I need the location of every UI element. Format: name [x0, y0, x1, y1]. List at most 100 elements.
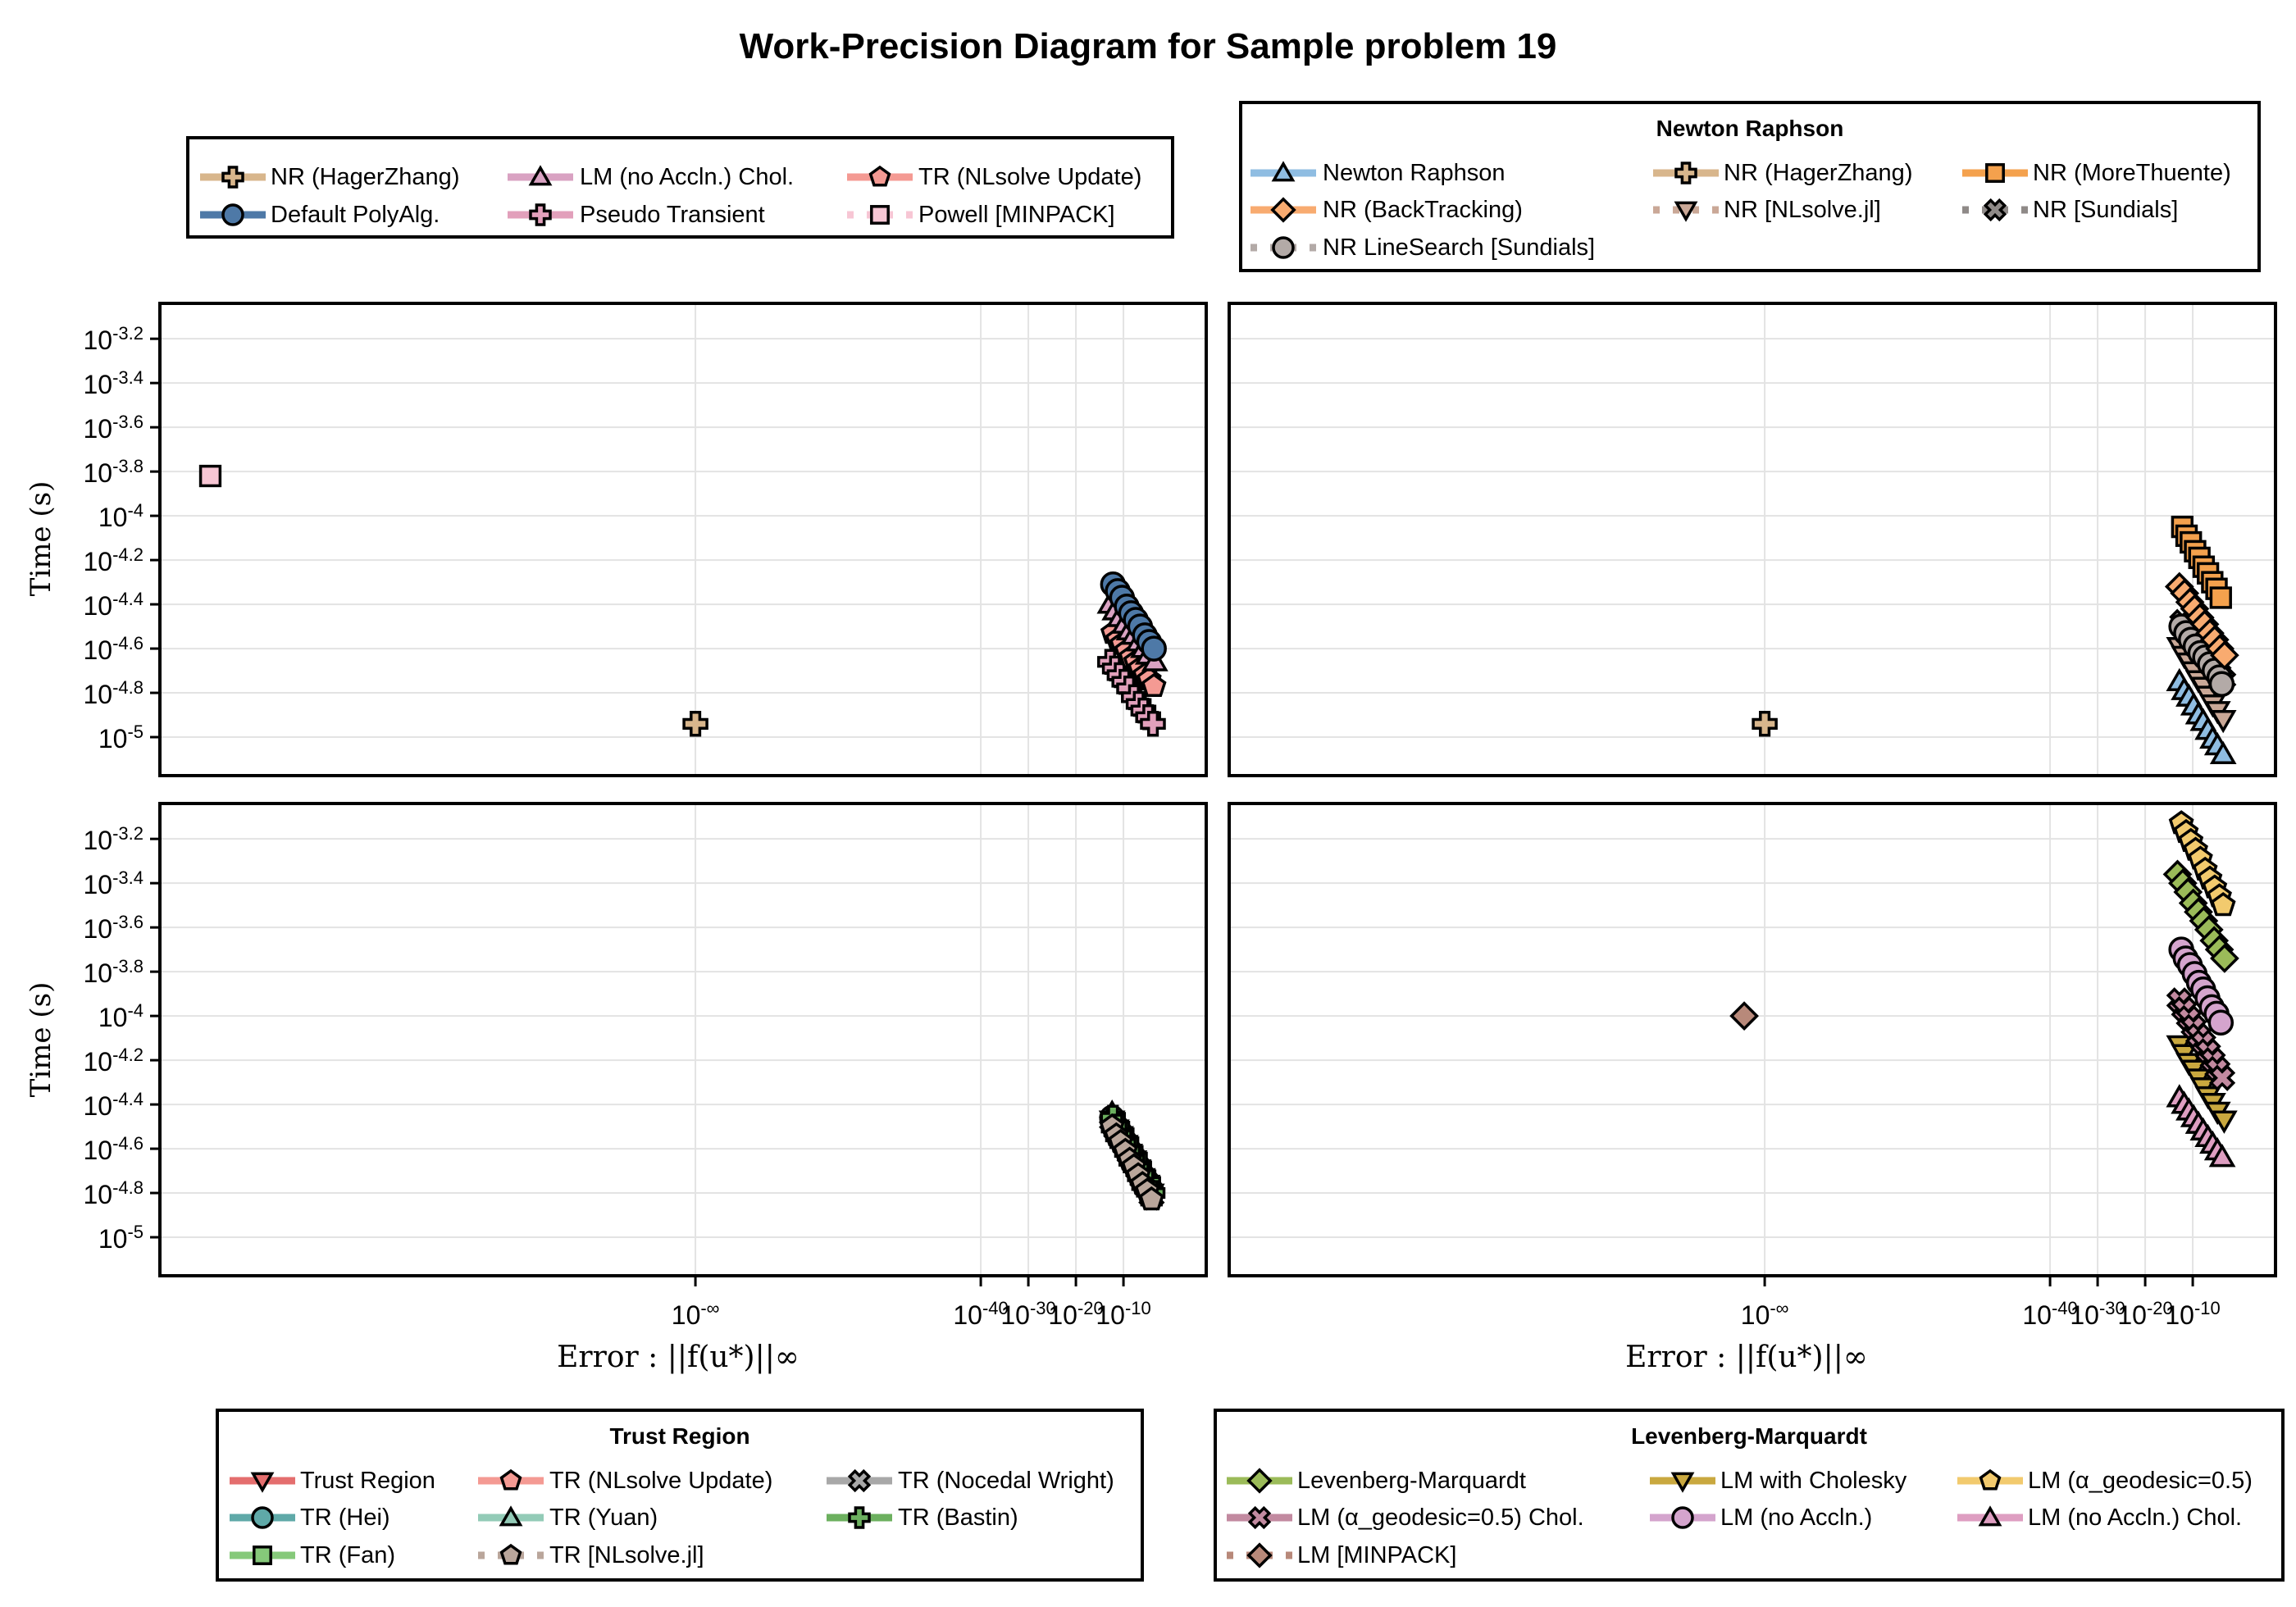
legend-entry[interactable]: LM with Cholesky — [1647, 1464, 2139, 1497]
tick-base: 10 — [2117, 1300, 2147, 1330]
xcross-marker-icon — [1247, 1505, 1272, 1530]
series-lm-no-accln-chol- — [2166, 1084, 2236, 1168]
legend-entry[interactable]: Pseudo Transient — [505, 198, 997, 231]
legend-label: TR (NLsolve Update) — [549, 1468, 773, 1494]
x-tick-label: 10-20 — [2080, 1298, 2211, 1330]
axes-frame — [1228, 802, 2277, 1277]
y-tick-label: 10-4 — [29, 1000, 144, 1031]
data-point — [1141, 672, 1167, 698]
legend-entry[interactable]: NR [NLsolve.jl] — [1651, 193, 2143, 226]
tick-base: 10 — [83, 1047, 113, 1077]
y-tick-label: 10-3.8 — [29, 956, 144, 989]
legend-label: TR (Nocedal Wright) — [898, 1468, 1114, 1494]
legend-swatch — [1250, 161, 1316, 182]
legend-swatch — [508, 165, 573, 186]
diamond-marker-icon — [1270, 197, 1296, 223]
legend-swatch — [1250, 197, 1316, 223]
tick-exponent: -∞ — [700, 1298, 720, 1318]
tick-exponent: -30 — [1029, 1298, 1056, 1318]
x-tick-label: 10-10 — [2127, 1298, 2258, 1328]
rect-marker-icon — [1985, 163, 2005, 183]
legend-entry[interactable]: LM (no Accln.) Chol. — [1955, 1501, 2296, 1534]
legend-entry[interactable]: NR (MoreThuente) — [1960, 157, 2296, 189]
legend-entry[interactable]: NR LineSearch [Sundials] — [1248, 231, 1740, 264]
legend-entry[interactable]: TR (Nocedal Wright) — [824, 1464, 1316, 1497]
legend-label: LM (α_geodesic=0.5) Chol. — [1297, 1505, 1584, 1531]
data-point — [1729, 1001, 1759, 1031]
tick-base: 10 — [83, 1091, 113, 1122]
legend-label: NR (MoreThuente) — [2033, 160, 2231, 186]
tick-exponent: -4.6 — [112, 1133, 144, 1154]
legend-entry[interactable]: TR (NLsolve Update) — [476, 1464, 968, 1497]
series-pseudo-transient — [1097, 649, 1166, 737]
utriangle-marker-icon — [1978, 1505, 2002, 1527]
y-tick-label: 10-4.8 — [29, 1177, 144, 1210]
tick-base: 10 — [83, 414, 113, 444]
tick-base: 10 — [2022, 1300, 2052, 1330]
legend-label: TR (Fan) — [300, 1542, 395, 1568]
tick-base: 10 — [83, 914, 113, 945]
grid — [1229, 303, 2276, 776]
y-tick-label: 10-4.2 — [29, 1045, 144, 1077]
legend-entry[interactable]: Trust Region — [227, 1464, 719, 1497]
data-point — [2209, 740, 2237, 765]
legend-entry[interactable]: LM [MINPACK] — [1224, 1539, 1716, 1572]
figure-title: Work-Precision Diagram for Sample proble… — [739, 26, 1557, 66]
series-lm-geodesic-0-5- — [2168, 810, 2236, 917]
pentagon-marker-icon — [499, 1543, 522, 1565]
series-nr-hagerzhang- — [682, 711, 708, 737]
tick-exponent: -30 — [2098, 1298, 2125, 1318]
legend-entry[interactable]: TR (Fan) — [227, 1539, 719, 1572]
legend-entry[interactable]: NR (HagerZhang) — [198, 161, 690, 193]
tick-exponent: -3.2 — [112, 323, 144, 344]
y-tick-label: 10-3.2 — [29, 323, 144, 353]
tick-base: 10 — [83, 870, 113, 900]
legend-entry[interactable]: Levenberg-Marquardt — [1224, 1464, 1716, 1497]
dtriangle-marker-icon — [250, 1472, 275, 1493]
y-tick-label: 10-3.4 — [29, 367, 144, 398]
tick-base: 10 — [98, 503, 128, 533]
legend-entry[interactable]: TR (Yuan) — [476, 1501, 968, 1534]
legend-entry[interactable]: NR [Sundials] — [1960, 193, 2296, 226]
pentagon-marker-icon — [499, 1468, 522, 1491]
legend-label: LM (no Accln.) Chol. — [580, 164, 795, 190]
utriangle-marker-icon — [528, 165, 553, 186]
legend-label: NR LineSearch [Sundials] — [1323, 234, 1596, 261]
legend-title: Levenberg-Marquardt — [1631, 1423, 1867, 1449]
legend-entry[interactable]: TR [NLsolve.jl] — [476, 1539, 968, 1572]
dtriangle-marker-icon — [1670, 1472, 1695, 1493]
legend-entry[interactable]: TR (Bastin) — [824, 1501, 1316, 1534]
legend-entry[interactable]: Default PolyAlg. — [198, 198, 690, 231]
legend-entry[interactable]: LM (α_geodesic=0.5) Chol. — [1224, 1501, 1716, 1534]
legend-entry[interactable]: NR (HagerZhang) — [1651, 157, 2143, 189]
legend-label: TR (Hei) — [300, 1505, 390, 1531]
data-point — [198, 464, 222, 488]
x-tick-label: 10-40 — [915, 1298, 1046, 1328]
legend-entry[interactable]: TR (NLsolve Update) — [845, 161, 1337, 193]
legend-entry[interactable]: Powell [MINPACK] — [845, 198, 1337, 231]
utriangle-marker-icon — [1271, 161, 1296, 182]
legend-entry[interactable]: NR (BackTracking) — [1248, 193, 1740, 226]
legend-entry[interactable]: TR (Hei) — [227, 1501, 719, 1534]
legend-entry[interactable]: LM (no Accln.) Chol. — [505, 161, 997, 193]
tick-exponent: -4.2 — [112, 1045, 144, 1066]
diamond-marker-icon — [1246, 1468, 1273, 1494]
utriangle-marker-icon — [499, 1505, 523, 1527]
tick-base: 10 — [83, 1180, 113, 1210]
tick-exponent: -3.8 — [112, 456, 144, 477]
legend-label: NR [NLsolve.jl] — [1724, 197, 1881, 223]
tick-exponent: -10 — [1124, 1298, 1151, 1318]
legend-label: LM [MINPACK] — [1297, 1542, 1457, 1568]
legend-entry[interactable]: LM (α_geodesic=0.5) — [1955, 1464, 2296, 1497]
data-point — [682, 711, 708, 737]
tick-base: 10 — [83, 458, 113, 489]
y-tick-label: 10-3.2 — [29, 823, 144, 854]
series-lm-with-cholesky — [2166, 1035, 2238, 1134]
y-tick-label: 10-4.6 — [29, 1133, 144, 1163]
series-lm-minpack- — [1729, 1001, 1759, 1031]
tick-base: 10 — [83, 958, 113, 989]
legend-newton-raphson: Newton Raphson Newton Raphson NR (HagerZha… — [1239, 101, 2261, 272]
legend-entry[interactable]: LM (no Accln.) — [1647, 1501, 2139, 1534]
legend-entry[interactable]: Newton Raphson — [1248, 157, 1740, 189]
